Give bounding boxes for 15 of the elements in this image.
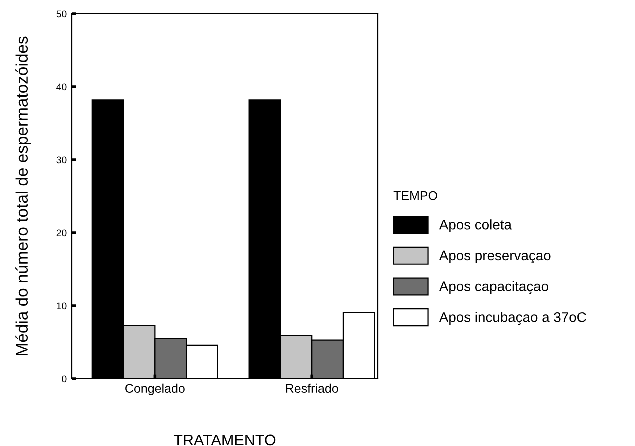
- legend-label: Apos incubaçao a 37oC: [439, 312, 586, 326]
- x-tick-label: Resfriado: [286, 384, 338, 394]
- y-axis-title: Média do número total de espermatozóides: [16, 36, 32, 356]
- legend-label: Apos preservaçao: [439, 250, 551, 264]
- y-tick-label: 40: [56, 84, 67, 91]
- y-tick-label: 50: [56, 10, 67, 18]
- legend-label: Apos capacitaçao: [439, 281, 548, 294]
- y-tick-label: 20: [56, 230, 67, 237]
- x-axis-title: TRATAMENTO: [174, 434, 276, 446]
- legend-label: Apos coleta: [439, 220, 512, 233]
- x-tick-label: Congelado: [126, 384, 185, 396]
- y-tick-label: 30: [56, 156, 67, 164]
- legend-title: TEMPO: [394, 191, 438, 200]
- y-tick-label: 10: [57, 302, 67, 310]
- y-tick-label: 0: [62, 376, 67, 383]
